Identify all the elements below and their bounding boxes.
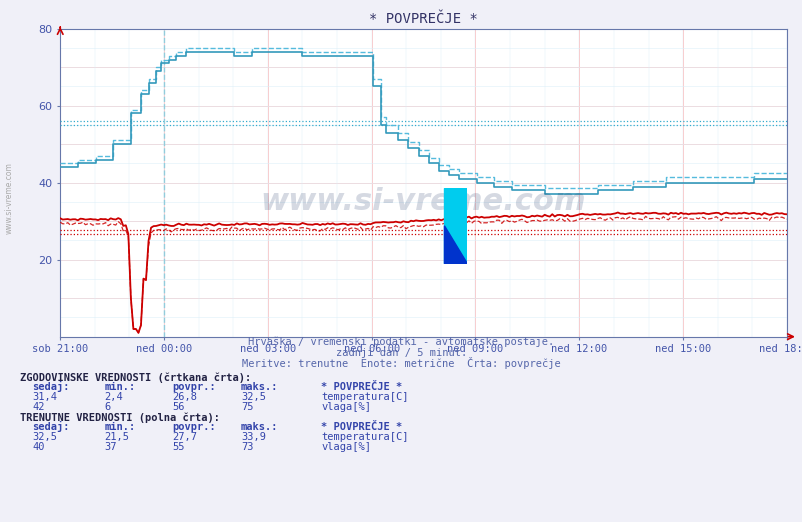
Text: 27,7: 27,7 bbox=[172, 432, 197, 442]
Text: vlaga[%]: vlaga[%] bbox=[321, 402, 371, 412]
Text: min.:: min.: bbox=[104, 422, 136, 432]
Text: Meritve: trenutne  Enote: metrične  Črta: povprečje: Meritve: trenutne Enote: metrične Črta: … bbox=[242, 357, 560, 369]
Polygon shape bbox=[444, 226, 467, 264]
Text: 40: 40 bbox=[32, 442, 45, 452]
Text: 32,5: 32,5 bbox=[241, 393, 265, 402]
Text: 55: 55 bbox=[172, 442, 185, 452]
Text: 6: 6 bbox=[104, 402, 111, 412]
Text: * POVPREČJE *: * POVPREČJE * bbox=[321, 383, 402, 393]
Text: maks.:: maks.: bbox=[241, 383, 278, 393]
Text: 75: 75 bbox=[241, 402, 253, 412]
Text: 26,8: 26,8 bbox=[172, 393, 197, 402]
Text: www.si-vreme.com: www.si-vreme.com bbox=[5, 162, 14, 234]
Text: TRENUTNE VREDNOSTI (polna črta):: TRENUTNE VREDNOSTI (polna črta): bbox=[20, 412, 220, 423]
Text: Hrvaška / vremenski podatki - avtomatske postaje.: Hrvaška / vremenski podatki - avtomatske… bbox=[248, 336, 554, 347]
Text: povpr.:: povpr.: bbox=[172, 422, 216, 432]
Text: 2,4: 2,4 bbox=[104, 393, 123, 402]
Text: sedaj:: sedaj: bbox=[32, 421, 70, 432]
Text: 33,9: 33,9 bbox=[241, 432, 265, 442]
Text: 56: 56 bbox=[172, 402, 185, 412]
Text: ZGODOVINSKE VREDNOSTI (črtkana črta):: ZGODOVINSKE VREDNOSTI (črtkana črta): bbox=[20, 373, 251, 383]
Title: * POVPREČJE *: * POVPREČJE * bbox=[369, 12, 477, 26]
Text: 42: 42 bbox=[32, 402, 45, 412]
Text: maks.:: maks.: bbox=[241, 422, 278, 432]
Text: * POVPREČJE *: * POVPREČJE * bbox=[321, 422, 402, 432]
Text: temperatura[C]: temperatura[C] bbox=[321, 432, 408, 442]
Text: 21,5: 21,5 bbox=[104, 432, 129, 442]
Text: zadnji dan / 5 minut.: zadnji dan / 5 minut. bbox=[335, 348, 467, 358]
Text: 37: 37 bbox=[104, 442, 117, 452]
Text: vlaga[%]: vlaga[%] bbox=[321, 442, 371, 452]
Text: 73: 73 bbox=[241, 442, 253, 452]
Polygon shape bbox=[444, 188, 467, 264]
Text: 31,4: 31,4 bbox=[32, 393, 57, 402]
Text: temperatura[C]: temperatura[C] bbox=[321, 393, 408, 402]
Text: sedaj:: sedaj: bbox=[32, 382, 70, 393]
Text: www.si-vreme.com: www.si-vreme.com bbox=[261, 187, 585, 216]
Text: povpr.:: povpr.: bbox=[172, 383, 216, 393]
Text: 32,5: 32,5 bbox=[32, 432, 57, 442]
Text: min.:: min.: bbox=[104, 383, 136, 393]
